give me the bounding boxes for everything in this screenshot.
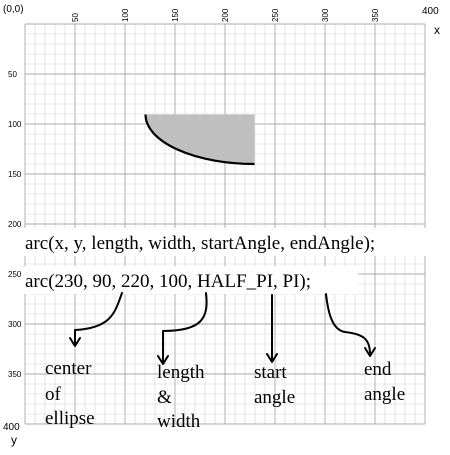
size-label-1: length [157, 362, 205, 383]
center-label-1: center [45, 358, 92, 379]
x-tick-label: 350 [371, 8, 380, 22]
y-end-label: 400 [3, 422, 20, 433]
size-label-3: width [157, 411, 201, 432]
x-tick-label: 150 [171, 8, 180, 22]
y-tick-label: 50 [8, 70, 17, 79]
x-end-label: 400 [422, 6, 439, 17]
grid [24, 23, 426, 425]
center-arrowhead [69, 337, 81, 347]
size-label-2: & [157, 387, 172, 408]
y-tick-label: 250 [8, 270, 22, 279]
size-arrow [162, 292, 208, 363]
x-tick-label: 100 [121, 8, 130, 22]
y-tick-label: 350 [8, 370, 22, 379]
end-arrowhead [364, 347, 376, 357]
x-tick-label: 200 [221, 8, 230, 22]
x-tick-label: 250 [271, 8, 280, 22]
code-backdrop-1 [24, 228, 436, 256]
arc-outline [144, 114, 255, 166]
arc-signature: arc(x, y, length, width, startAngle, end… [25, 233, 375, 254]
end-arrow [325, 293, 371, 355]
center-label-3: ellipse [45, 408, 95, 429]
x-tick-label: 50 [71, 13, 80, 22]
y-tick-label: 200 [8, 220, 22, 229]
y-axis-name: y [11, 433, 17, 447]
arc-shape [145, 114, 255, 164]
arc-example-call: arc(230, 90, 220, 100, HALF_PI, PI); [25, 271, 311, 292]
y-tick-label: 300 [8, 320, 22, 329]
y-tick-label: 150 [8, 170, 22, 179]
x-axis-name: x [434, 23, 440, 37]
size-arrowhead [157, 355, 169, 365]
start-arrowhead [266, 353, 278, 363]
axis-ticks: 50 100 150 200 250 300 350 50 100 150 200 250 300 350 [8, 8, 380, 379]
y-tick-label: 100 [8, 120, 22, 129]
code-backdrop-2 [24, 266, 358, 294]
start-label-1: start [254, 362, 287, 383]
x-tick-label: 300 [321, 8, 330, 22]
center-arrow [74, 292, 123, 345]
origin-label: (0,0) [3, 4, 24, 15]
center-label-2: of [45, 384, 62, 405]
end-label-2: angle [364, 384, 405, 405]
start-label-2: angle [254, 387, 295, 408]
end-label-1: end [364, 359, 392, 380]
